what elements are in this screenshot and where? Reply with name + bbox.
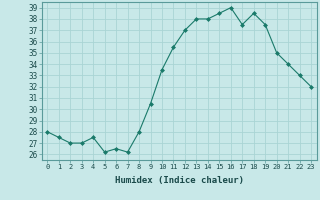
X-axis label: Humidex (Indice chaleur): Humidex (Indice chaleur) — [115, 176, 244, 185]
